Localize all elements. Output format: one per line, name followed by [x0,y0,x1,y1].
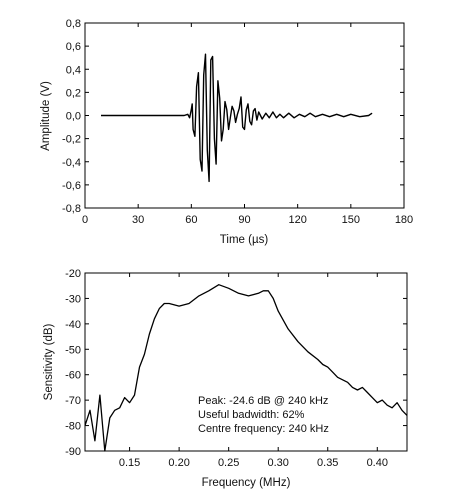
sensitivity-y-tick-label: -50 [65,344,81,356]
amplitude-x-tick-label: 120 [288,214,306,226]
amplitude-x-axis-title: Time (µs) [220,234,269,246]
amplitude-y-tick-label: -0,4 [62,157,81,169]
amplitude-x-tick-label: 150 [342,214,360,226]
amplitude-y-tick-label: 0,6 [66,41,81,53]
sensitivity-y-tick-label: -70 [65,395,81,407]
sensitivity-x-tick-label: 0.35 [317,457,338,469]
amplitude-y-tick-label: 0,2 [66,87,81,99]
annotation-centre-frequency: Centre frequency: 240 kHz [198,423,329,435]
amplitude-y-tick-label: 0,8 [66,18,81,30]
waveform-line [101,53,373,183]
amplitude-y-tick-label: -0,2 [62,134,81,146]
sensitivity-y-tick-label: -60 [65,370,81,382]
amplitude-y-tick-label: -0,6 [62,180,81,192]
amplitude-chart: 0 30 60 90 120 150 180 -0,8 -0,6 -0,4 -0,2 0,0 0,2 0,… [40,18,413,246]
sensitivity-line [84,284,408,452]
amplitude-y-tick-label: -0,8 [62,203,81,215]
sensitivity-ticks: 0.15 0.20 0.25 0.30 0.35 0.40 -90 -80 -70 -60 -50 -… [65,268,407,469]
sensitivity-y-tick-label: -40 [65,319,81,331]
amplitude-x-tick-label: 30 [132,214,144,226]
annotation-peak: Peak: -24.6 dB @ 240 kHz [198,395,328,407]
annotation-bandwidth: Useful badwidth: 62% [198,409,305,421]
amplitude-x-tick-label: 90 [238,214,250,226]
sensitivity-plot-frame [84,272,408,452]
sensitivity-x-tick-label: 0.25 [218,457,239,469]
sensitivity-y-axis-title: Sensitivity (dB) [43,323,55,400]
amplitude-y-tick-label: 0,4 [66,64,81,76]
sensitivity-y-tick-label: -90 [65,446,81,458]
sensitivity-x-axis-title: Frequency (MHz) [202,477,291,489]
amplitude-y-axis-title: Amplitude (V) [40,81,52,151]
amplitude-ticks: 0 30 60 90 120 150 180 -0,8 -0,6 -0,4 -0,2 0,0 0,2 0,… [62,18,413,226]
sensitivity-chart: 0.15 0.20 0.25 0.30 0.35 0.40 -90 -80 -70 -60 -50 -… [43,268,408,489]
amplitude-x-tick-label: 60 [185,214,197,226]
sensitivity-x-tick-label: 0.15 [119,457,140,469]
sensitivity-y-tick-label: -20 [65,268,81,280]
amplitude-x-tick-label: 0 [82,214,88,226]
sensitivity-y-tick-label: -80 [65,421,81,433]
sensitivity-x-tick-label: 0.30 [267,457,288,469]
sensitivity-y-tick-label: -30 [65,293,81,305]
amplitude-x-tick-label: 180 [395,214,413,226]
sensitivity-x-tick-label: 0.20 [168,457,189,469]
amplitude-y-tick-label: 0,0 [66,111,81,123]
sensitivity-x-tick-label: 0.40 [367,457,388,469]
